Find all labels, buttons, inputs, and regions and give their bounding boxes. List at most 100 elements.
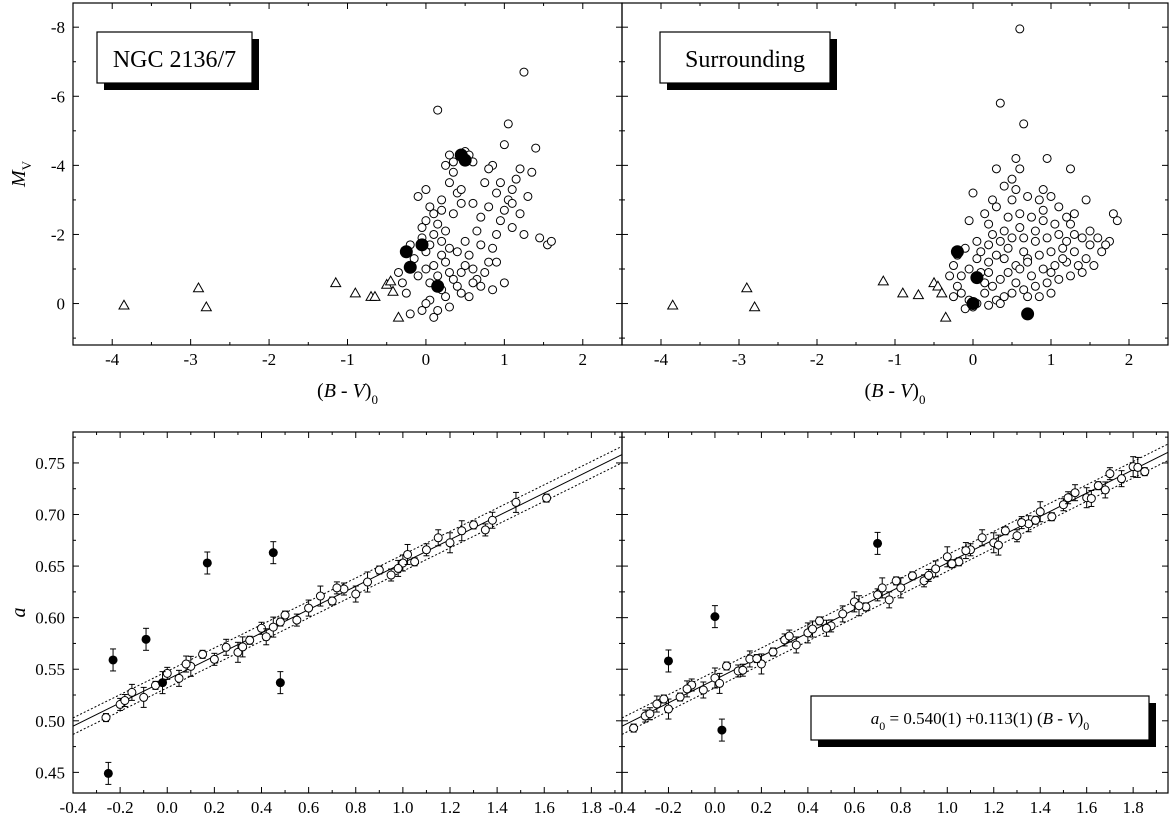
open-circle-point bbox=[1133, 462, 1143, 472]
open-circle-point bbox=[499, 205, 509, 215]
open-circle-point bbox=[972, 236, 982, 246]
open-circle-point bbox=[499, 278, 509, 288]
triangle-point bbox=[392, 311, 405, 322]
open-circle-point bbox=[1038, 264, 1048, 274]
open-circle-point bbox=[995, 274, 1005, 284]
filled-circle-point bbox=[970, 271, 984, 285]
open-circle-point bbox=[984, 300, 994, 310]
open-circle-point bbox=[245, 635, 255, 645]
open-circle-point bbox=[1019, 285, 1029, 295]
open-circle-point bbox=[645, 709, 655, 719]
open-circle-point bbox=[814, 616, 824, 626]
triangle-point bbox=[912, 288, 925, 300]
triangle-point bbox=[192, 281, 205, 293]
open-circle-point bbox=[441, 257, 451, 267]
label-box bbox=[659, 31, 831, 84]
open-circle-point bbox=[1017, 518, 1027, 528]
filled-circle-point bbox=[103, 768, 113, 778]
open-circle-point bbox=[425, 202, 435, 212]
open-circle-point bbox=[947, 559, 957, 569]
x-tick-label: 0.4 bbox=[797, 798, 819, 817]
open-circle-point bbox=[964, 264, 974, 274]
open-circle-point bbox=[441, 226, 451, 236]
open-circle-point bbox=[444, 178, 454, 188]
open-circle-point bbox=[991, 164, 1001, 174]
open-circle-point bbox=[433, 105, 443, 115]
x-tick-label: -3 bbox=[732, 350, 746, 369]
open-circle-point bbox=[413, 271, 423, 281]
open-circle-point bbox=[1069, 247, 1079, 257]
open-circle-point bbox=[984, 257, 994, 267]
open-circle-point bbox=[503, 119, 513, 129]
label-box bbox=[96, 31, 253, 84]
x-tick-label: 1.0 bbox=[937, 798, 958, 817]
open-circle-point bbox=[421, 545, 431, 555]
open-circle-point bbox=[519, 229, 529, 239]
open-circle-point bbox=[1077, 267, 1087, 277]
open-circle-point bbox=[531, 143, 541, 153]
y-tick-label: 0 bbox=[57, 295, 66, 314]
x-tick-label: -1 bbox=[340, 350, 354, 369]
open-circle-point bbox=[495, 216, 505, 226]
open-circle-point bbox=[1066, 271, 1075, 281]
open-circle-point bbox=[327, 596, 337, 606]
open-circle-point bbox=[464, 292, 474, 302]
x-tick-label: 0.2 bbox=[751, 798, 772, 817]
open-circle-point bbox=[492, 229, 502, 239]
open-circle-point bbox=[448, 274, 458, 284]
open-circle-point bbox=[1046, 247, 1056, 257]
open-circle-point bbox=[999, 181, 1009, 191]
open-circle-point bbox=[1081, 195, 1091, 205]
open-circle-point bbox=[393, 563, 403, 573]
open-circle-point bbox=[437, 205, 447, 215]
open-circle-point bbox=[275, 617, 285, 627]
open-circle-point bbox=[1015, 164, 1025, 174]
filled-circle-point bbox=[950, 245, 964, 259]
open-circle-point bbox=[949, 261, 958, 271]
filled-circle-point bbox=[663, 656, 673, 666]
open-circle-point bbox=[1035, 507, 1045, 517]
open-circle-point bbox=[484, 257, 494, 267]
y-tick-label: 0.50 bbox=[35, 712, 65, 731]
open-circle-point bbox=[1069, 229, 1079, 239]
x-tick-label: 0 bbox=[422, 350, 431, 369]
open-circle-point bbox=[1030, 236, 1040, 246]
triangle-point bbox=[118, 299, 130, 310]
open-circle-point bbox=[456, 267, 466, 277]
open-circle-point bbox=[1085, 240, 1095, 250]
open-circle-point bbox=[698, 685, 708, 695]
open-circle-point bbox=[268, 622, 278, 632]
x-tick-label: 1.0 bbox=[392, 798, 413, 817]
open-circle-point bbox=[1097, 247, 1107, 257]
filled-circle-point bbox=[966, 297, 980, 311]
triangle-point bbox=[349, 287, 362, 298]
open-circle-point bbox=[468, 278, 478, 288]
open-circle-point bbox=[1073, 261, 1083, 271]
open-circle-point bbox=[993, 540, 1003, 550]
open-circle-point bbox=[1023, 257, 1033, 267]
open-circle-point bbox=[977, 533, 987, 543]
open-circle-point bbox=[1007, 174, 1017, 184]
open-circle-point bbox=[433, 219, 443, 229]
panel-label: Surrounding bbox=[685, 47, 805, 73]
open-circle-point bbox=[386, 570, 396, 580]
filled-circle-point bbox=[431, 279, 445, 293]
open-circle-point bbox=[942, 552, 952, 562]
open-circle-point bbox=[873, 590, 883, 600]
panel-top-left: -4 -3 -2 -1 0 1 2 -8 -6 -4 -2 0 (B - V)0 MV NGC 2136/7 bbox=[8, 2, 623, 407]
open-circle-point bbox=[995, 98, 1005, 108]
open-circle-point bbox=[456, 198, 466, 208]
open-circle-point bbox=[1047, 512, 1057, 522]
open-circle-point bbox=[444, 243, 454, 253]
open-circle-point bbox=[1058, 254, 1068, 264]
open-circle-point bbox=[363, 577, 373, 587]
open-circle-point bbox=[1066, 219, 1075, 229]
open-circle-point bbox=[995, 299, 1005, 309]
open-circle-point bbox=[931, 564, 941, 574]
open-circle-point bbox=[1034, 292, 1044, 302]
triangle-point bbox=[939, 311, 952, 322]
open-circle-point bbox=[437, 195, 447, 205]
open-circle-point bbox=[1023, 191, 1033, 201]
open-circle-point bbox=[292, 615, 302, 625]
open-circle-point bbox=[429, 209, 439, 219]
